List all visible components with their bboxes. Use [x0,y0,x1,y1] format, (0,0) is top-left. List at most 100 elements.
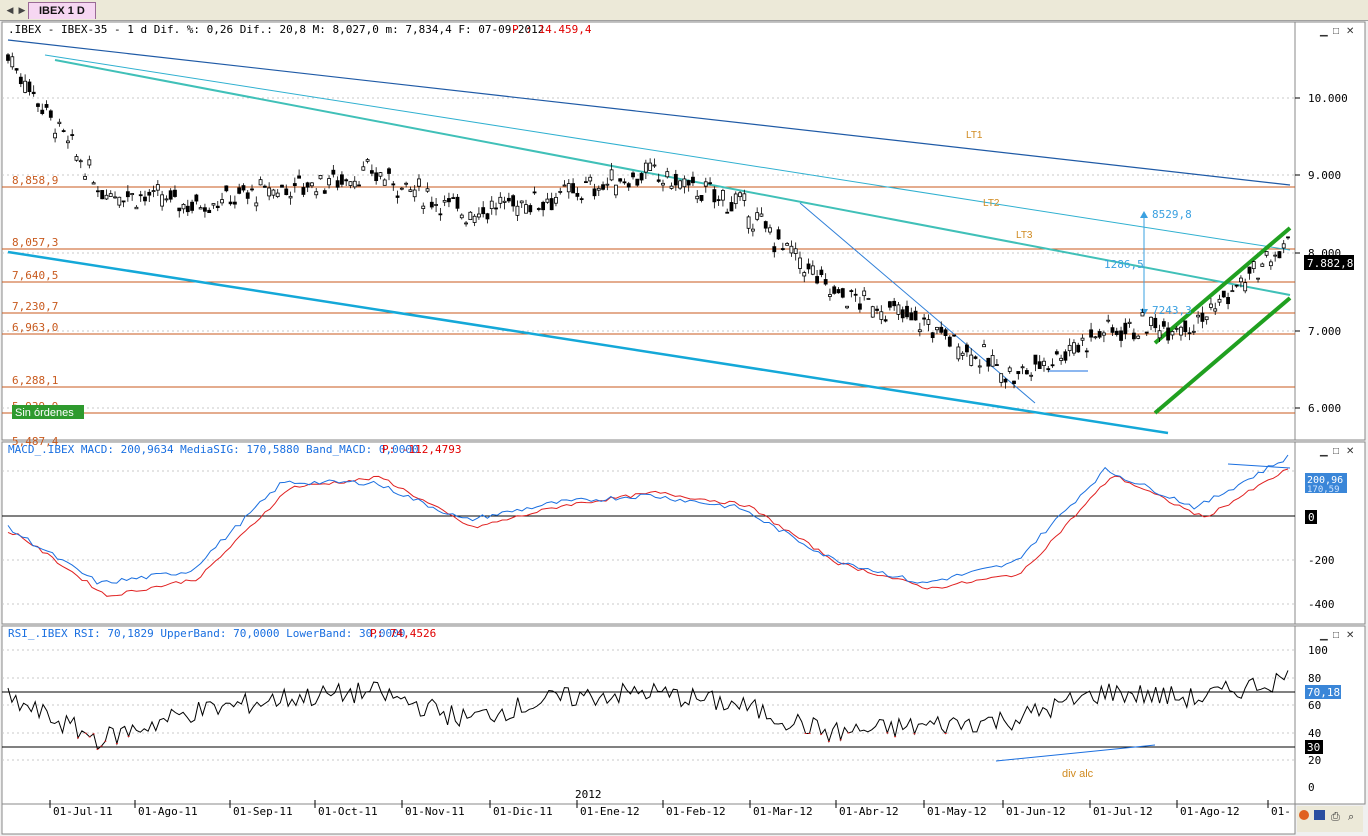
orders-badge-bg[interactable] [12,405,84,419]
candle-body [280,184,284,188]
candle-body [318,175,323,180]
candle-body [1127,321,1132,324]
candle-body [965,344,969,353]
trendline-lt2[interactable] [44,54,1291,251]
candle-body [643,162,648,173]
candle-body [618,178,623,182]
candle-body [1144,331,1149,334]
level-label-6963: 6,963,0 [12,321,58,334]
candle-body [1114,330,1119,335]
candle-body [442,200,447,203]
candle-body [245,192,250,199]
x-tick-label: 01-Nov-11 [405,805,465,818]
orders-badge-text[interactable]: Sin órdenes [15,407,74,419]
candle-body [327,178,331,186]
candle-body [237,187,242,194]
candle-body [168,190,173,200]
last-price-value: 7.882,8 [1307,257,1353,270]
candle-body [1119,330,1123,341]
level-label-7640: 7,640,5 [12,269,58,282]
tab-scroll-left-icon[interactable]: ◀ [6,5,14,15]
zoom-icon[interactable]: ⌕ [1348,811,1354,823]
main-price-scale[interactable] [1294,21,1366,441]
candle-body [828,294,832,297]
candle-body [716,199,721,202]
candle-body [241,185,246,191]
candle-body [434,204,438,206]
candle-body [485,213,490,220]
print-icon[interactable]: ⎙ [1331,811,1340,823]
save-icon[interactable] [1314,810,1325,820]
candle-body [1204,316,1209,321]
main-close-icon[interactable]: ✕ [1346,26,1354,37]
trendline-lt1[interactable] [7,39,1291,186]
candle-body [742,193,747,201]
candle-body [1016,371,1021,375]
tab-scroll-right-icon[interactable]: ▶ [18,5,26,15]
candle-body [986,357,991,367]
candle-body [1084,350,1089,353]
candle-body [1050,364,1055,367]
candle-body [947,336,952,347]
rsi-panel[interactable] [1,625,1296,805]
rsi-minimize-icon[interactable]: ▁ [1319,630,1328,641]
candle-body [956,346,961,360]
candle-body [601,184,605,190]
candle-body [459,214,464,219]
rsi-scale[interactable] [1294,625,1366,805]
macd-minimize-icon[interactable]: ▁ [1319,446,1328,457]
candle-body [78,160,83,163]
line-labels: LT1 LT2 LT3 [966,130,1033,241]
candle-body [853,293,858,296]
main-price-panel[interactable] [1,21,1296,441]
color-picker-icon[interactable] [1299,810,1309,820]
candle-body [288,195,293,199]
trendline-lt3[interactable] [54,59,1291,296]
macd-maximize-icon[interactable]: □ [1333,446,1339,457]
macd-ytick-400: -400 [1308,598,1335,611]
candle-body [1089,329,1093,338]
rsi-maximize-icon[interactable]: □ [1333,630,1339,641]
descending-line[interactable] [799,202,1036,404]
macd-panel[interactable] [1,441,1296,625]
candle-body [870,306,875,318]
tab-ibex-1d[interactable]: IBEX 1 D [28,2,96,19]
chart-canvas[interactable]: 8,858,9 8,057,3 7,640,5 7,230,7 6,963,0 … [0,20,1368,836]
macd-scale[interactable] [1294,441,1366,625]
candle-body [541,201,546,211]
macd-close-icon[interactable]: ✕ [1346,446,1354,457]
candle-body [691,176,695,184]
candle-body [83,176,87,180]
candle-body [703,181,708,187]
candle-body [712,189,717,203]
candle-body [1093,336,1098,339]
macd-zero-box [1305,510,1317,524]
main-maximize-icon[interactable]: □ [1333,26,1339,37]
measure-tool[interactable]: 8529,8 1286,5 7243,3 [1104,208,1192,317]
candle-body [425,188,430,192]
candle-body [982,344,986,348]
main-minimize-icon[interactable]: ▁ [1319,26,1328,37]
candle-body [481,207,486,215]
candle-body [399,187,404,190]
candle-body [900,309,905,319]
candle-body [1281,243,1286,249]
candle-body [917,329,922,333]
main-header-price: P : 14.459,4 [512,23,592,36]
support-line[interactable] [7,250,1169,435]
candle-body [477,213,481,218]
candle-body [810,265,815,275]
candle-body [292,183,297,186]
candle-body [164,198,169,201]
channel-lower[interactable] [1153,296,1292,415]
candle-body [571,183,575,194]
candle-body [656,179,661,182]
candle-body [1136,335,1141,339]
rsi-close-icon[interactable]: ✕ [1346,630,1354,641]
candle-body [588,176,593,182]
candle-body [1226,297,1230,305]
time-axis[interactable] [1,803,1296,835]
level-label-5487: 5,487,4 [12,435,59,448]
last-price-box [1304,255,1354,270]
channel-upper[interactable] [1153,226,1292,345]
